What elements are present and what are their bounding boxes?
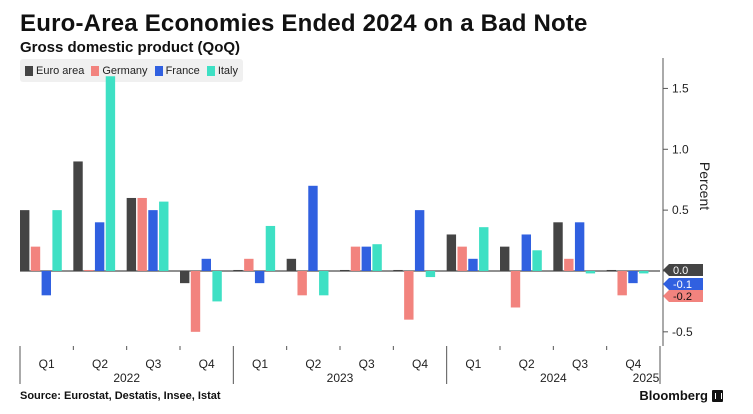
x-tick-label-10: Q3 <box>572 357 588 371</box>
last-value-tag-0: 0.0 <box>663 264 703 277</box>
x-tick-label-9: Q2 <box>519 357 535 371</box>
last-value-tag-2: -0.2 <box>663 290 703 303</box>
last-value-tag-bg-0 <box>663 264 703 276</box>
bar-italy-7 <box>425 270 436 278</box>
last-value-tag-label-1: -0.1 <box>673 279 692 291</box>
legend-label-germany: Germany <box>102 64 148 77</box>
y-tick-label-3: 1.0 <box>672 142 689 156</box>
bar-italy-11 <box>639 270 649 274</box>
bar-germany-10 <box>564 258 574 271</box>
y-tick-label-4: 1.5 <box>672 81 689 95</box>
bar-italy-8 <box>479 227 489 271</box>
bar-italy-1 <box>105 76 116 271</box>
x-tick-label-7: Q4 <box>412 357 428 371</box>
legend-swatch-germany <box>91 65 100 76</box>
x-tick-label-3: Q4 <box>199 357 215 371</box>
legend-label-euro-area: Euro area <box>36 64 85 77</box>
bar-france-1 <box>94 222 105 271</box>
chart-title: Euro-Area Economies Ended 2024 on a Bad … <box>20 10 588 37</box>
x-tick-label-6: Q3 <box>359 357 375 371</box>
y-axis-title: Percent <box>697 162 713 210</box>
y-tick-label-2: 0.5 <box>672 203 689 217</box>
bar-germany-9 <box>510 270 521 308</box>
bar-france-11 <box>628 270 638 284</box>
bar-euro-area-5 <box>286 258 297 271</box>
x-tick-label-0: Q1 <box>39 357 55 371</box>
last-value-tag-bg-1 <box>663 278 703 290</box>
bar-euro-area-2 <box>126 197 137 271</box>
legend-item-italy: Italy <box>206 64 238 77</box>
legend-item-germany: Germany <box>91 64 148 77</box>
bar-germany-2 <box>137 197 147 271</box>
year-label-2022: 2022 <box>113 371 140 385</box>
bar-euro-area-9 <box>500 246 510 271</box>
bloomberg-terminal-icon <box>712 389 723 402</box>
bar-italy-0 <box>52 210 62 271</box>
x-tick-label-4: Q1 <box>252 357 268 371</box>
bar-italy-5 <box>319 270 329 296</box>
legend-swatch-france <box>154 65 163 76</box>
last-value-tag-label-2: -0.2 <box>673 291 692 303</box>
bar-italy-3 <box>212 270 222 302</box>
bar-euro-area-7 <box>393 269 403 271</box>
x-tick-label-8: Q1 <box>465 357 481 371</box>
last-value-tag-bg-2 <box>663 290 703 302</box>
bar-euro-area-10 <box>553 222 563 271</box>
bar-germany-7 <box>404 270 414 320</box>
bar-italy-2 <box>159 201 169 271</box>
chart-legend: Euro area Germany France Italy <box>20 59 243 82</box>
bar-germany-3 <box>190 270 201 332</box>
bar-italy-9 <box>532 250 542 271</box>
legend-label-italy: Italy <box>217 64 238 77</box>
source-note: Source: Eurostat, Destatis, Insee, Istat <box>20 390 221 402</box>
bar-france-9 <box>521 234 531 271</box>
legend-label-france: France <box>165 64 200 77</box>
bar-italy-10 <box>585 270 596 274</box>
bar-germany-11 <box>617 270 627 296</box>
x-tick-label-1: Q2 <box>92 357 108 371</box>
bar-euro-area-1 <box>73 161 83 271</box>
bar-france-6 <box>361 246 371 271</box>
bar-euro-area-8 <box>446 234 457 271</box>
bar-france-0 <box>41 270 51 296</box>
bar-france-4 <box>254 270 265 284</box>
bar-germany-8 <box>457 246 467 271</box>
bar-euro-area-6 <box>340 269 350 271</box>
bar-germany-6 <box>350 246 361 271</box>
bar-france-7 <box>414 210 425 271</box>
bar-italy-6 <box>372 244 382 271</box>
bar-euro-area-11 <box>606 269 617 271</box>
bar-france-3 <box>201 258 211 271</box>
x-tick-label-2: Q3 <box>145 357 161 371</box>
bar-italy-4 <box>265 225 276 271</box>
last-value-tag-1: -0.1 <box>663 278 703 291</box>
bar-euro-area-0 <box>20 210 30 271</box>
year-label-2023: 2023 <box>327 371 354 385</box>
year-label-2025: 2025 <box>633 371 660 385</box>
bar-france-2 <box>148 210 158 271</box>
x-tick-label-5: Q2 <box>305 357 321 371</box>
legend-item-france: France <box>154 64 200 77</box>
last-value-tag-label-0: 0.0 <box>673 265 688 277</box>
chart-subtitle: Gross domestic product (QoQ) <box>20 39 241 56</box>
bar-germany-4 <box>244 258 254 271</box>
bar-euro-area-4 <box>233 269 243 271</box>
brand-logo: Bloomberg <box>639 388 723 403</box>
legend-item-euro-area: Euro area <box>25 65 84 77</box>
legend-swatch-italy <box>206 65 215 76</box>
bar-france-10 <box>574 222 585 271</box>
bar-euro-area-3 <box>180 270 190 284</box>
y-tick-label-0: -0.5 <box>672 325 693 339</box>
bar-france-8 <box>468 258 478 271</box>
bar-germany-1 <box>84 269 94 271</box>
brand-name: Bloomberg <box>639 388 708 403</box>
x-tick-label-11: Q4 <box>625 357 641 371</box>
legend-swatch-euro-area <box>25 65 33 76</box>
year-label-2024: 2024 <box>540 371 567 385</box>
bar-france-5 <box>308 185 318 271</box>
bar-germany-5 <box>297 270 307 296</box>
bar-germany-0 <box>30 246 41 271</box>
